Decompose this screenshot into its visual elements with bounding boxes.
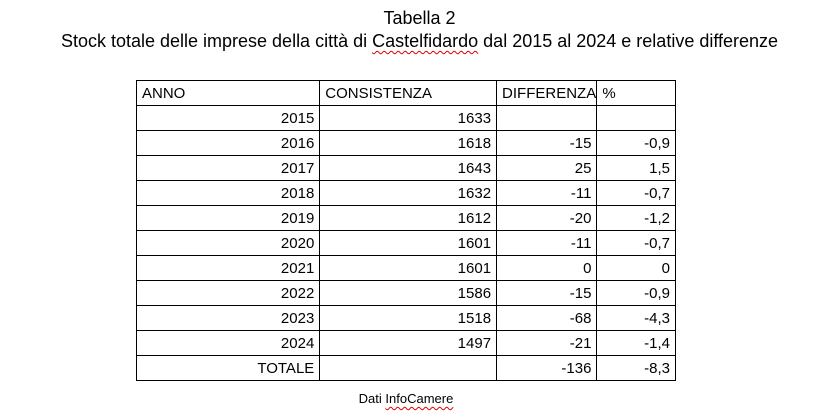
cell-percent: -0,9 (596, 130, 676, 156)
cell-consistenza: 1601 (319, 255, 498, 281)
cell-anno: 2022 (135, 280, 321, 306)
subtitle-misspelled-word: Castelfidardo (372, 31, 479, 51)
cell-consistenza: 1632 (319, 180, 498, 206)
cell-anno: 2019 (135, 205, 321, 231)
cell-consistenza: 1618 (319, 130, 498, 156)
data-source-note: Dati InfoCamere (136, 391, 676, 406)
cell-percent: 1,5 (596, 155, 676, 181)
cell-percent: -1,2 (596, 205, 676, 231)
cell-percent: -8,3 (596, 355, 676, 381)
cell-differenza: 25 (496, 155, 598, 181)
cell-percent: -0,7 (596, 180, 676, 206)
cell-differenza (496, 105, 598, 131)
cell-anno: 2023 (135, 305, 321, 331)
subtitle-text-before: Stock totale delle imprese della città d… (60, 31, 373, 51)
table-row: 2018 1632 -11 -0,7 (135, 180, 676, 206)
cell-differenza: -21 (496, 330, 598, 356)
header-anno: ANNO (135, 80, 321, 106)
cell-consistenza: 1518 (319, 305, 498, 331)
cell-percent: -4,3 (596, 305, 676, 331)
cell-consistenza: 1586 (319, 280, 498, 306)
cell-anno: 2020 (135, 230, 321, 256)
cell-differenza: -15 (496, 130, 598, 156)
table-row: 2024 1497 -21 -1,4 (135, 330, 676, 356)
table-header-row: ANNO CONSISTENZA DIFFERENZA % (135, 80, 676, 106)
cell-differenza: -20 (496, 205, 598, 231)
cell-differenza: -11 (496, 180, 598, 206)
cell-anno: 2017 (135, 155, 321, 181)
table-row: 2016 1618 -15 -0,9 (135, 130, 676, 156)
cell-totale-label: TOTALE (135, 355, 321, 381)
cell-percent: 0 (596, 255, 676, 281)
cell-anno: 2015 (135, 105, 321, 131)
cell-anno: 2016 (135, 130, 321, 156)
cell-percent: -0,9 (596, 280, 676, 306)
footer-text-before: Dati (358, 391, 386, 406)
table-row: 2019 1612 -20 -1,2 (135, 205, 676, 231)
stock-imprese-table: ANNO CONSISTENZA DIFFERENZA % 2015 1633 … (135, 80, 676, 381)
subtitle-text-after: dal 2015 al 2024 e relative differenze (478, 31, 779, 51)
table-row: 2022 1586 -15 -0,9 (135, 280, 676, 306)
header-consistenza: CONSISTENZA (319, 80, 498, 106)
cell-consistenza: 1643 (319, 155, 498, 181)
table-row: 2020 1601 -11 -0,7 (135, 230, 676, 256)
cell-consistenza: 1633 (319, 105, 498, 131)
table-row: 2015 1633 (135, 105, 676, 131)
table-row: 2023 1518 -68 -4,3 (135, 305, 676, 331)
cell-percent (596, 105, 676, 131)
cell-differenza: 0 (496, 255, 598, 281)
table-row: 2021 1601 0 0 (135, 255, 676, 281)
header-differenza: DIFFERENZA (496, 80, 598, 106)
cell-anno: 2018 (135, 180, 321, 206)
cell-percent: -0,7 (596, 230, 676, 256)
cell-differenza: -68 (496, 305, 598, 331)
table-row-total: TOTALE -136 -8,3 (135, 355, 676, 381)
cell-differenza: -136 (496, 355, 598, 381)
cell-percent: -1,4 (596, 330, 676, 356)
cell-consistenza (319, 355, 498, 381)
table-caption-title: Tabella 2 (383, 8, 456, 28)
cell-consistenza: 1601 (319, 230, 498, 256)
table-caption-subtitle: Stock totale delle imprese della città d… (0, 29, 839, 53)
header-percent: % (596, 80, 676, 106)
cell-consistenza: 1497 (319, 330, 498, 356)
footer-misspelled-word: InfoCamere (385, 391, 454, 406)
cell-anno: 2024 (135, 330, 321, 356)
cell-differenza: -15 (496, 280, 598, 306)
cell-differenza: -11 (496, 230, 598, 256)
cell-anno: 2021 (135, 255, 321, 281)
cell-consistenza: 1612 (319, 205, 498, 231)
table-row: 2017 1643 25 1,5 (135, 155, 676, 181)
